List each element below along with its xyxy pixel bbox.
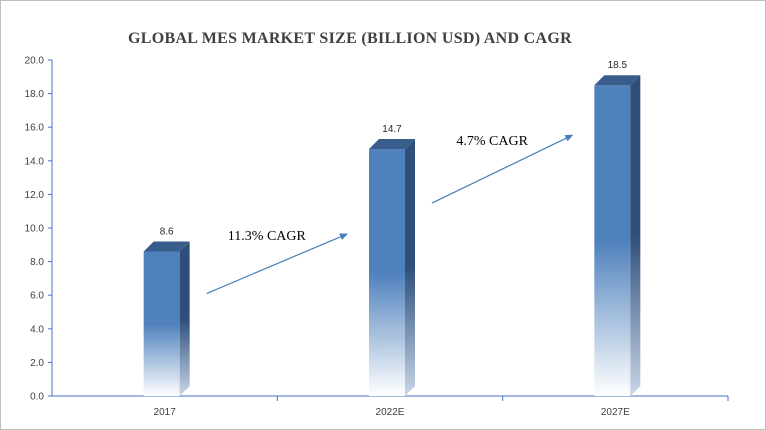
bar-side xyxy=(179,241,190,396)
y-tick-label: 2.0 xyxy=(30,358,44,369)
bar-2017 xyxy=(143,241,190,396)
bar-side xyxy=(405,139,415,397)
y-tick-label: 0.0 xyxy=(30,392,44,403)
chart-title: GLOBAL MES MARKET SIZE (BILLION USD) AND… xyxy=(128,30,572,47)
y-tick-label: 8.0 xyxy=(30,257,44,268)
data-label: 14.7 xyxy=(382,124,402,135)
y-tick-label: 6.0 xyxy=(30,291,44,302)
y-tick-label: 4.0 xyxy=(30,324,44,335)
bar-front xyxy=(143,251,180,396)
bar-2022E xyxy=(369,139,415,397)
bar-2027E xyxy=(594,75,641,396)
cagr-label: 4.7% CAGR xyxy=(456,134,528,149)
x-tick-label: 2022E xyxy=(376,407,405,418)
bar-front xyxy=(594,85,631,396)
y-tick-label: 12.0 xyxy=(25,190,45,201)
cagr-arrow xyxy=(206,233,348,295)
cagr-label: 11.3% CAGR xyxy=(228,229,307,244)
bar-top xyxy=(594,75,641,86)
bar-front xyxy=(369,149,405,396)
data-label: 8.6 xyxy=(160,227,174,238)
x-tick-label: 2017 xyxy=(154,407,177,418)
x-tick-label: 2027E xyxy=(601,407,630,418)
bar-side xyxy=(630,75,641,396)
bar-top xyxy=(369,139,415,150)
y-tick-label: 20.0 xyxy=(25,56,45,67)
y-tick-label: 18.0 xyxy=(25,89,45,100)
y-tick-label: 10.0 xyxy=(25,224,45,235)
bar-top xyxy=(143,241,190,252)
y-tick-label: 16.0 xyxy=(25,123,45,134)
y-tick-label: 14.0 xyxy=(25,156,45,167)
data-label: 18.5 xyxy=(608,60,628,71)
cagr-arrow xyxy=(431,134,574,204)
